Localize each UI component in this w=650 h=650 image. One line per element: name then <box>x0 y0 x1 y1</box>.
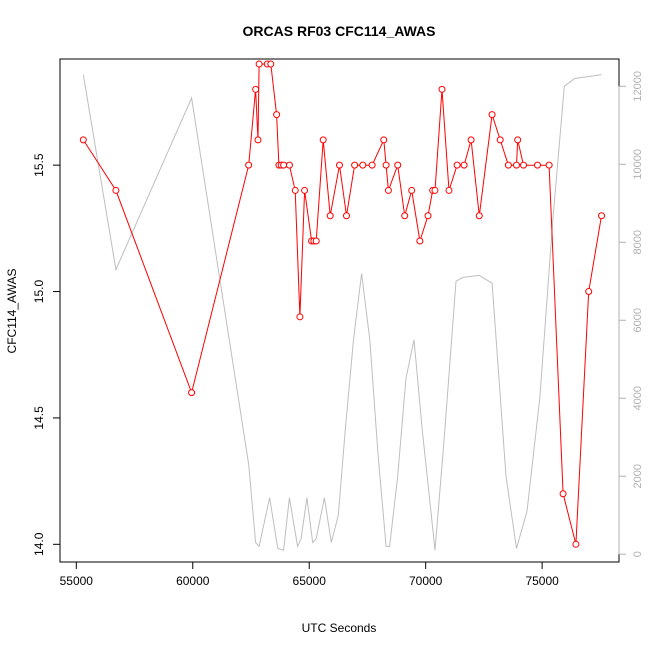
cfc114-point <box>336 161 343 169</box>
cfc114-point <box>514 136 522 144</box>
y-axis: 14.0 14.5 15.0 15.5 <box>32 153 61 556</box>
y-right-tick-label: 6000 <box>632 308 644 332</box>
x-tick-label: 75000 <box>525 574 559 588</box>
y-tick-label: 14.5 <box>32 406 46 430</box>
cfc114-point <box>254 136 262 144</box>
cfc114-point <box>475 212 483 220</box>
cfc114-point <box>380 136 388 144</box>
cfc114-point <box>245 161 253 169</box>
y-axis-right: 0 2000 4000 6000 8000 10000 12000 <box>618 71 644 557</box>
y-tick-label: 14.0 <box>32 532 46 556</box>
y-right-tick-label: 4000 <box>632 386 644 410</box>
cfc114-point <box>408 186 416 194</box>
x-tick-label: 70000 <box>409 574 443 588</box>
cfc114-point <box>438 85 446 93</box>
cfc114-point <box>496 136 504 144</box>
cfc114-point <box>273 111 281 119</box>
y-right-tick-label: 12000 <box>632 71 644 102</box>
cfc114-point <box>533 161 541 169</box>
plot-frame <box>59 58 620 563</box>
cfc114-point <box>351 161 359 169</box>
cfc114-point <box>319 136 327 144</box>
y-right-tick-label: 2000 <box>632 464 644 488</box>
cfc114-point <box>368 161 376 169</box>
cfc114-point <box>384 186 392 194</box>
y-tick-label: 15.5 <box>32 153 46 177</box>
cfc114-point <box>559 490 567 498</box>
cfc114-point <box>598 212 606 220</box>
cfc114-point <box>312 237 320 245</box>
chart-title: ORCAS RF03 CFC114_AWAS <box>243 23 436 39</box>
series-cfc114 <box>79 60 606 548</box>
cfc114-point <box>460 161 468 169</box>
cfc114-point <box>285 161 293 169</box>
cfc114-point <box>424 212 432 220</box>
cfc114-point <box>252 85 260 93</box>
cfc114-point <box>255 60 263 68</box>
y-right-tick-label: 0 <box>632 551 644 557</box>
cfc114-point <box>394 161 402 169</box>
altitude-line <box>82 74 602 551</box>
cfc114-point <box>342 212 350 220</box>
cfc114-point <box>467 136 475 144</box>
x-tick-label: 60000 <box>176 574 210 588</box>
y-right-tick-label: 10000 <box>632 149 644 180</box>
cfc114-point <box>267 60 275 68</box>
cfc114-point <box>445 186 453 194</box>
y-tick-label: 15.0 <box>32 280 46 304</box>
cfc114-point <box>488 111 496 119</box>
cfc114-point <box>401 212 409 220</box>
cfc114-point <box>416 237 424 245</box>
cfc114-point <box>453 161 461 169</box>
cfc114-point <box>513 161 521 169</box>
cfc114-point <box>520 161 528 169</box>
y-axis-label: CFC114_AWAS <box>5 269 19 354</box>
cfc114-point <box>79 136 87 144</box>
x-tick-label: 65000 <box>293 574 327 588</box>
x-axis: 55000 60000 65000 70000 75000 <box>60 561 559 588</box>
y-right-tick-label: 8000 <box>632 230 644 254</box>
cfc114-point <box>359 161 367 169</box>
cfc114-point <box>296 313 304 321</box>
x-tick-label: 55000 <box>60 574 94 588</box>
cfc114-point <box>431 186 439 194</box>
cfc114-point <box>301 186 309 194</box>
cfc114-point <box>291 186 299 194</box>
cfc114-point <box>572 540 580 548</box>
cfc114-point <box>112 186 120 194</box>
x-axis-label: UTC Seconds <box>302 621 377 635</box>
cfc114-point <box>504 161 512 169</box>
series-altitude <box>82 74 602 551</box>
cfc114-point <box>326 212 334 220</box>
cfc114-point <box>585 288 593 296</box>
cfc114-point <box>188 389 196 397</box>
cfc114-line <box>82 63 602 545</box>
cfc114-point <box>382 161 390 169</box>
cfc114-point <box>545 161 553 169</box>
cfc114-point <box>280 161 288 169</box>
